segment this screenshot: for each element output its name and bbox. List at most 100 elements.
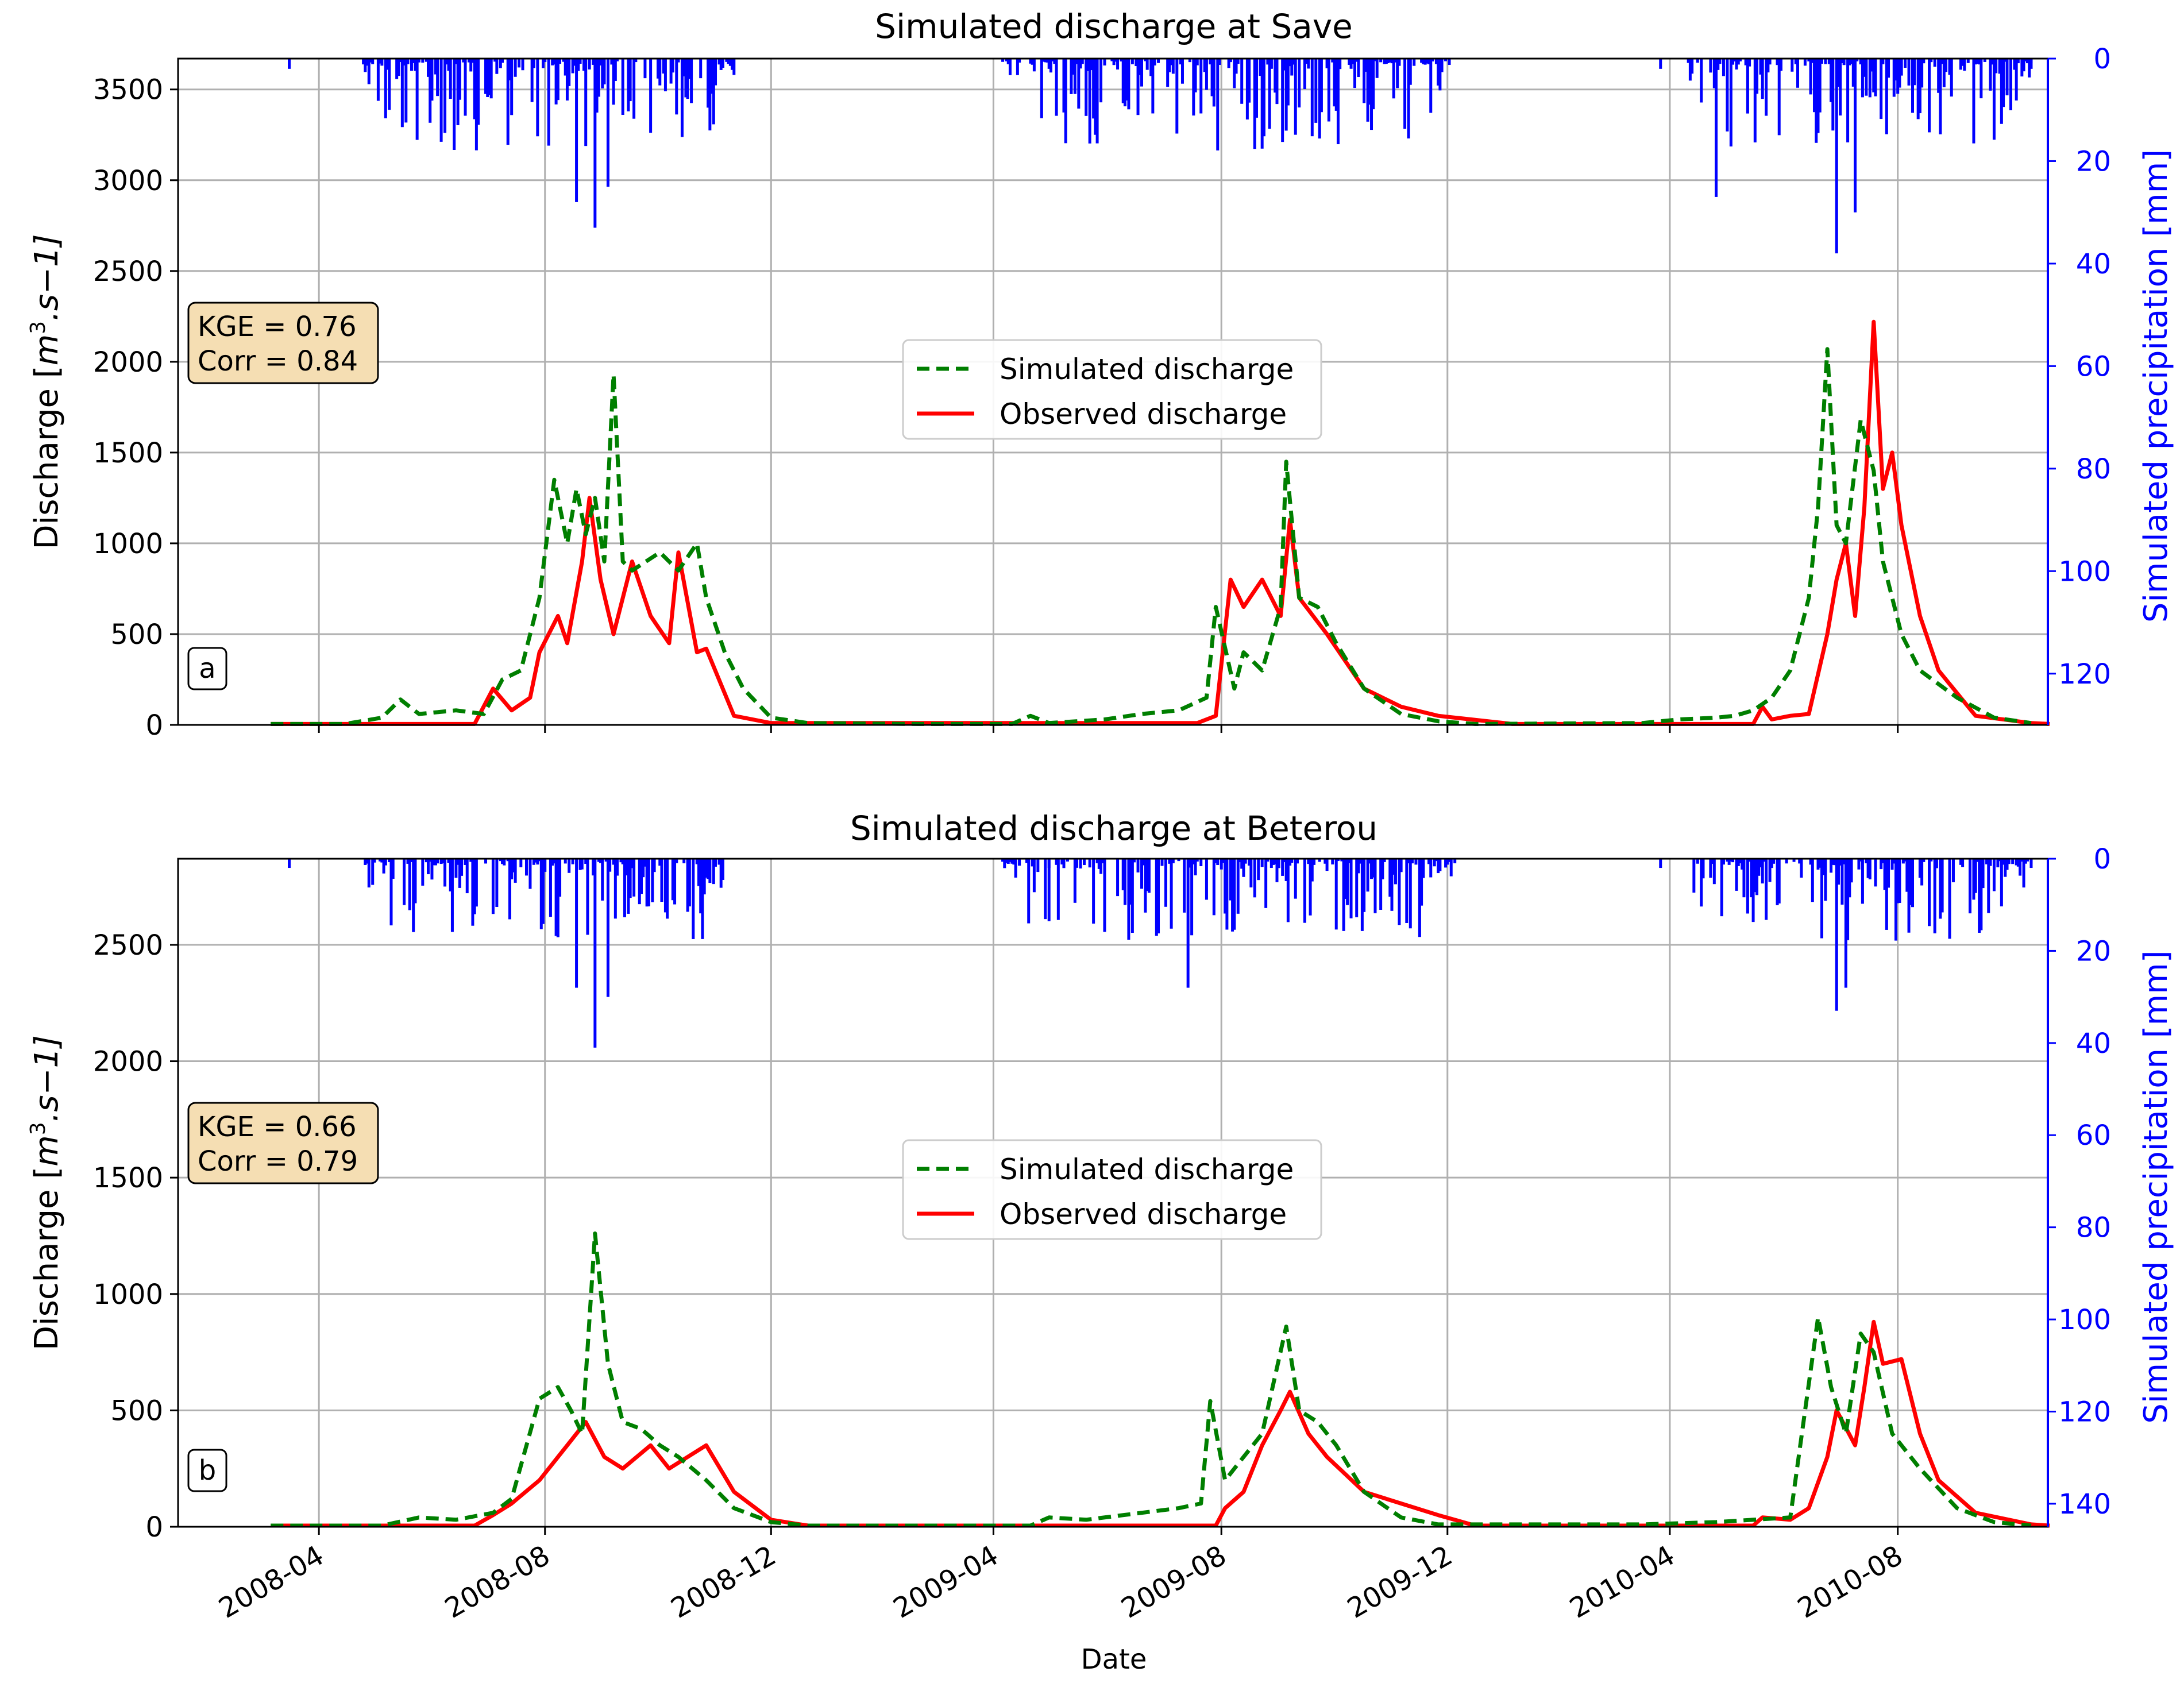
- precip-bar: [1073, 859, 1076, 903]
- precip-bar: [1885, 59, 1888, 134]
- precip-bar: [1325, 859, 1329, 871]
- precip-bar: [1785, 859, 1788, 864]
- precip-bar: [1392, 59, 1395, 99]
- precip-bar: [1939, 859, 1942, 919]
- precip-bar: [1140, 59, 1144, 87]
- y2-tick-label: 120: [2058, 1396, 2111, 1428]
- y-axis-right: 0 20 40 60 80 100 120 140: [2047, 843, 2111, 1527]
- precip-bar: [1913, 59, 1916, 86]
- precip-bar: [1420, 859, 1423, 906]
- precip-bar: [1733, 59, 1737, 61]
- precip-bar: [547, 59, 550, 146]
- precip-bar: [616, 859, 619, 876]
- precip-bar: [2005, 59, 2009, 95]
- precip-bar: [384, 59, 387, 118]
- precip-bar: [1071, 59, 1075, 75]
- precip-bar: [1981, 859, 1985, 889]
- precip-bar: [2009, 59, 2012, 110]
- precip-bar: [575, 59, 578, 202]
- precip-bar: [1370, 859, 1373, 879]
- precip-bar: [568, 859, 571, 873]
- precip-bar: [1257, 859, 1260, 881]
- precip-bar: [1318, 859, 1321, 862]
- precip-bar: [1188, 59, 1191, 63]
- precip-bar: [725, 59, 728, 62]
- precip-bar: [1850, 859, 1853, 883]
- precip-bar: [1887, 859, 1890, 888]
- precip-bar: [663, 59, 667, 91]
- precip-bar: [364, 859, 367, 865]
- precip-bar: [1830, 59, 1833, 102]
- precip-bar: [421, 59, 425, 63]
- precip-bar: [1716, 59, 1720, 70]
- precip-bar: [1249, 859, 1253, 887]
- precip-bar: [1040, 59, 1043, 118]
- precip-bar: [1800, 859, 1803, 878]
- precip-bar: [1833, 859, 1836, 866]
- precip-bar: [1659, 859, 1662, 868]
- precip-bar: [395, 59, 399, 79]
- precip-bar: [1748, 59, 1751, 67]
- precip-bar: [1835, 59, 1838, 254]
- precip-bar: [2026, 59, 2029, 64]
- precip-bar: [391, 859, 395, 879]
- precip-bar: [430, 859, 434, 880]
- precip-bar: [1114, 59, 1117, 62]
- precip-bar: [1225, 859, 1229, 930]
- precip-bar: [1453, 859, 1457, 863]
- precip-bar: [1123, 859, 1126, 905]
- precip-bar: [1140, 859, 1144, 889]
- precip-bar: [1375, 59, 1379, 78]
- precip-bar: [1881, 59, 1885, 64]
- precip-bar: [2022, 859, 2025, 888]
- precip-bar: [1722, 859, 1725, 865]
- precip-bar: [1373, 59, 1377, 61]
- y2-tick-label: 60: [2076, 1120, 2111, 1152]
- precip-bar: [1323, 859, 1327, 864]
- precip-bar: [1746, 859, 1749, 914]
- precip-bar: [1012, 859, 1016, 865]
- precip-bar: [469, 59, 473, 72]
- precip-bar: [1253, 859, 1256, 898]
- precip-bar: [1334, 859, 1338, 930]
- precip-bar: [1759, 59, 1762, 75]
- precip-bar: [1075, 59, 1079, 64]
- precip-bar: [686, 859, 689, 912]
- legend-observed-label: Observed discharge: [1000, 1198, 1287, 1231]
- precip-bar: [1045, 59, 1049, 63]
- precip-bar: [556, 859, 559, 937]
- precip-bar: [1987, 859, 1990, 913]
- precip-bar: [514, 859, 517, 883]
- precip-bar: [1776, 59, 1779, 65]
- precip-bar: [1166, 59, 1170, 87]
- precip-bar: [1868, 859, 1872, 879]
- precip-bar: [1449, 859, 1453, 877]
- precip-bar: [1427, 59, 1431, 64]
- precip-bar: [610, 59, 613, 65]
- precip-bar: [1042, 59, 1045, 62]
- precip-bar: [1980, 59, 1983, 99]
- precip-bar: [1715, 59, 1718, 197]
- x-axis-ticks: [318, 725, 1899, 733]
- precip-bar: [1348, 859, 1351, 863]
- precip-bar: [1429, 859, 1433, 878]
- precip-bar: [1940, 59, 1944, 64]
- precip-bar: [542, 859, 545, 924]
- precip-bar: [1253, 59, 1256, 149]
- precip-bar: [1205, 59, 1208, 90]
- precip-bar: [1018, 859, 1021, 866]
- y-tick-label: 2500: [93, 256, 163, 288]
- precip-bar: [1314, 59, 1318, 123]
- precip-bar: [1874, 859, 1877, 887]
- precip-bar: [1696, 59, 1699, 63]
- precip-bar: [1909, 859, 1912, 905]
- precip-bar: [658, 859, 662, 866]
- precip-bar: [1221, 859, 1225, 863]
- precip-bar: [1444, 859, 1448, 868]
- precip-bar: [1791, 59, 1794, 72]
- precip-bar: [508, 59, 511, 80]
- precip-bar: [1863, 59, 1866, 77]
- precip-bar: [1379, 859, 1383, 910]
- precip-bar: [1831, 859, 1835, 865]
- precip-bar: [1809, 859, 1812, 865]
